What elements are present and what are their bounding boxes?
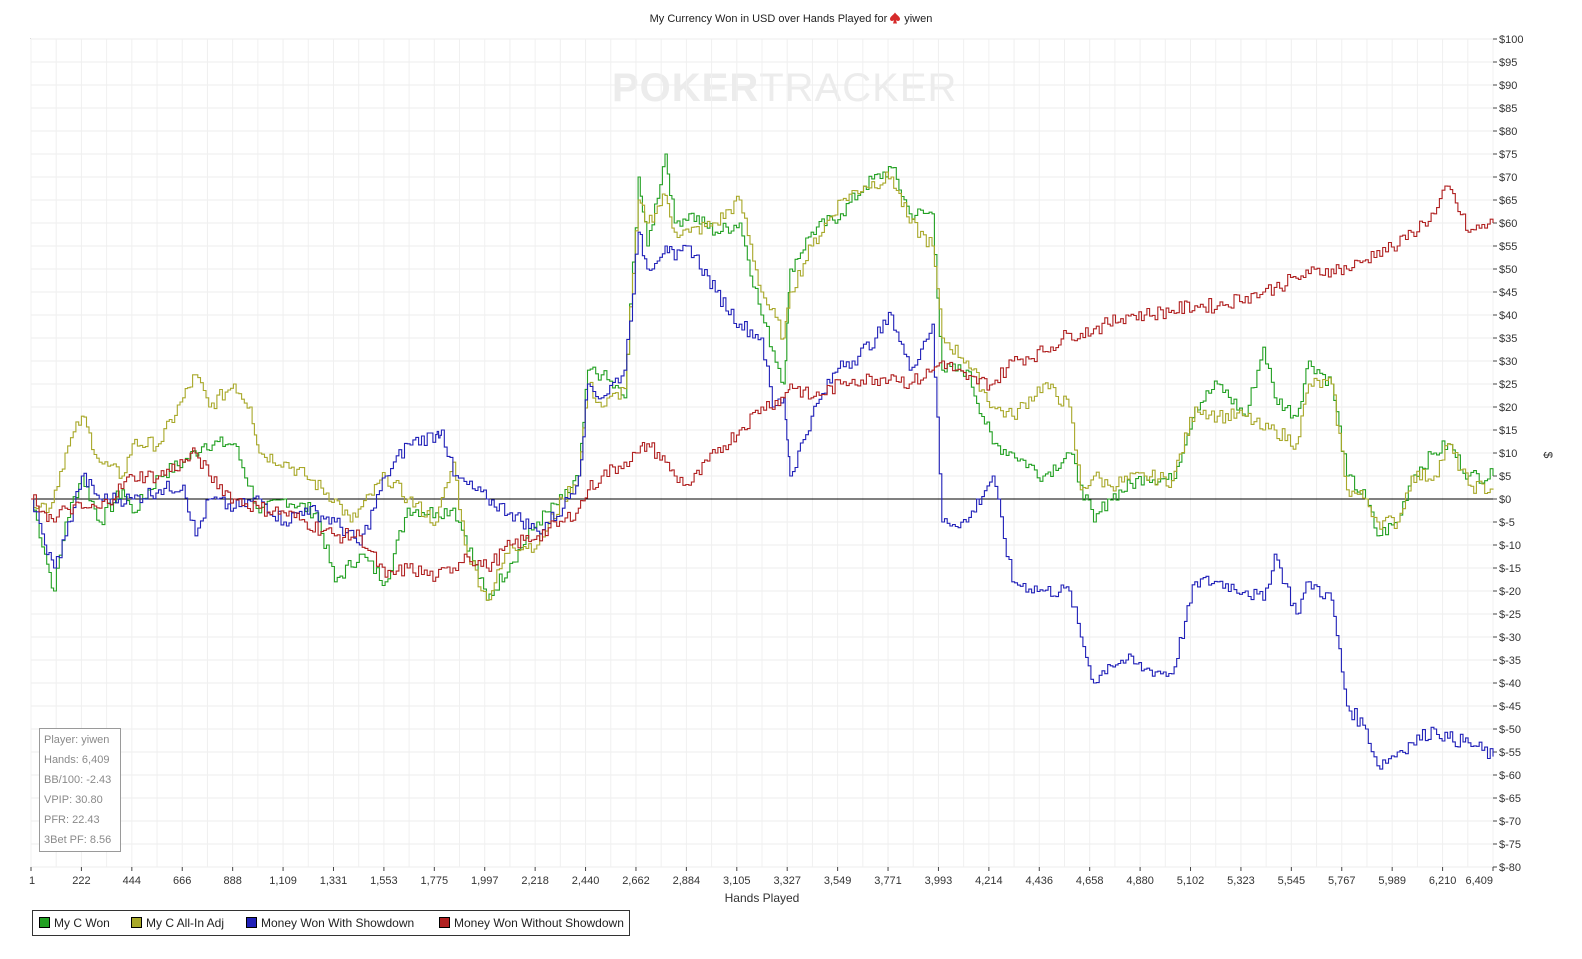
- x-tick-label: 222: [72, 875, 90, 887]
- x-tick-label: 1,109: [269, 875, 297, 887]
- legend-swatch: [439, 917, 450, 928]
- y-tick-label: $55: [1499, 241, 1517, 253]
- x-tick-label: 5,545: [1278, 875, 1306, 887]
- legend-swatch: [131, 917, 142, 928]
- y-tick-label: $0: [1499, 494, 1511, 506]
- series-line-4: [31, 185, 1494, 582]
- x-tick-label: 4,880: [1126, 875, 1154, 887]
- x-axis: 1 222 444 666 888 1,109 1,331 1,553 1,775 1,997 2,…: [29, 867, 1494, 887]
- x-tick-label: 5,989: [1378, 875, 1406, 887]
- x-tick-label: 1,997: [471, 875, 499, 887]
- y-tick-label: $-50: [1499, 724, 1521, 736]
- y-tick-label: $30: [1499, 356, 1517, 368]
- stat-bb100: BB/100: -2.43: [44, 774, 112, 786]
- spade-icon: [890, 12, 901, 24]
- y-tick-label: $20: [1499, 402, 1517, 414]
- y-tick-label: $75: [1499, 149, 1517, 161]
- x-tick-label: 1,331: [320, 875, 348, 887]
- player-stats-box: Player: yiwen Hands: 6,409 BB/100: -2.43…: [39, 728, 121, 852]
- x-tick-label: 3,771: [874, 875, 902, 887]
- y-tick-label: $-75: [1499, 839, 1521, 851]
- y-tick-label: $10: [1499, 448, 1517, 460]
- y-tick-label: $-60: [1499, 770, 1521, 782]
- player-name: yiwen: [904, 13, 933, 25]
- y-tick-label: $-35: [1499, 655, 1521, 667]
- x-tick-label: 6,210: [1429, 875, 1457, 887]
- y-tick-label: $95: [1499, 57, 1517, 69]
- legend: My C Won My C All-In Adj Money Won With …: [32, 910, 630, 936]
- chart-title-text: My Currency Won in USD over Hands Played…: [649, 13, 888, 25]
- y-tick-label: $90: [1499, 80, 1517, 92]
- series-line-2: [31, 171, 1494, 601]
- x-tick-label: 2,662: [622, 875, 650, 887]
- series-line-3: [31, 231, 1494, 770]
- x-axis-label: Hands Played: [725, 891, 800, 905]
- x-tick-label: 3,549: [824, 875, 852, 887]
- y-tick-label: $-5: [1499, 517, 1515, 529]
- y-tick-label: $65: [1499, 195, 1517, 207]
- legend-item-my-c-all-in-adj[interactable]: My C All-In Adj: [131, 916, 224, 930]
- x-tick-label: 3,327: [773, 875, 801, 887]
- stat-3bet: 3Bet PF: 8.56: [44, 834, 112, 846]
- x-tick-label: 2,218: [521, 875, 549, 887]
- y-tick-label: $50: [1499, 264, 1517, 276]
- y-tick-label: $-15: [1499, 563, 1521, 575]
- x-tick-label: 1: [29, 875, 35, 887]
- y-tick-label: $-20: [1499, 586, 1521, 598]
- stat-player: Player: yiwen: [44, 734, 110, 746]
- legend-swatch: [246, 917, 257, 928]
- x-tick-label: 3,993: [925, 875, 953, 887]
- y-tick-label: $-80: [1499, 862, 1521, 874]
- y-tick-label: $-55: [1499, 747, 1521, 759]
- x-tick-label: 444: [123, 875, 141, 887]
- y-tick-label: $15: [1499, 425, 1517, 437]
- y-tick-label: $80: [1499, 126, 1517, 138]
- x-tick-label: 1,775: [421, 875, 449, 887]
- x-tick-label: 5,102: [1177, 875, 1205, 887]
- y-tick-label: $-25: [1499, 609, 1521, 621]
- y-tick-label: $60: [1499, 218, 1517, 230]
- y-tick-label: $70: [1499, 172, 1517, 184]
- legend-item-my-c-won[interactable]: My C Won: [39, 916, 110, 930]
- y-tick-label: $35: [1499, 333, 1517, 345]
- y-axis-label: $: [1541, 452, 1555, 459]
- x-tick-label: 3,105: [723, 875, 751, 887]
- y-tick-label: $85: [1499, 103, 1517, 115]
- y-tick-label: $-10: [1499, 540, 1521, 552]
- y-tick-label: $-30: [1499, 632, 1521, 644]
- x-tick-label: 2,440: [572, 875, 600, 887]
- x-tick-label: 6,409: [1465, 875, 1493, 887]
- y-tick-label: $-45: [1499, 701, 1521, 713]
- legend-item-money-won-without-showdown[interactable]: Money Won Without Showdown: [439, 916, 624, 930]
- stat-vpip: VPIP: 30.80: [44, 794, 103, 806]
- x-tick-label: 888: [223, 875, 241, 887]
- x-tick-label: 4,214: [975, 875, 1003, 887]
- stat-pfr: PFR: 22.43: [44, 814, 100, 826]
- y-tick-label: $-40: [1499, 678, 1521, 690]
- x-tick-label: 5,767: [1328, 875, 1356, 887]
- y-tick-label: $100: [1499, 34, 1523, 46]
- x-tick-label: 5,323: [1227, 875, 1255, 887]
- x-tick-label: 666: [173, 875, 191, 887]
- x-tick-label: 1,553: [370, 875, 398, 887]
- series-lines: [31, 153, 1494, 770]
- chart-title: My Currency Won in USD over Hands Played…: [0, 12, 1582, 25]
- y-tick-label: $40: [1499, 310, 1517, 322]
- y-tick-label: $25: [1499, 379, 1517, 391]
- y-axis: $100 $95 $90 $85 $80 $75 $70 $65 $60 $55 $50 $45 $40…: [1493, 34, 1523, 874]
- y-tick-label: $45: [1499, 287, 1517, 299]
- stat-hands: Hands: 6,409: [44, 754, 110, 766]
- grid: [30, 38, 1494, 868]
- legend-swatch: [39, 917, 50, 928]
- y-tick-label: $-70: [1499, 816, 1521, 828]
- x-tick-label: 4,436: [1026, 875, 1054, 887]
- x-tick-label: 4,658: [1076, 875, 1104, 887]
- x-tick-label: 2,884: [673, 875, 701, 887]
- y-tick-label: $5: [1499, 471, 1511, 483]
- legend-item-money-won-with-showdown[interactable]: Money Won With Showdown: [246, 916, 414, 930]
- y-tick-label: $-65: [1499, 793, 1521, 805]
